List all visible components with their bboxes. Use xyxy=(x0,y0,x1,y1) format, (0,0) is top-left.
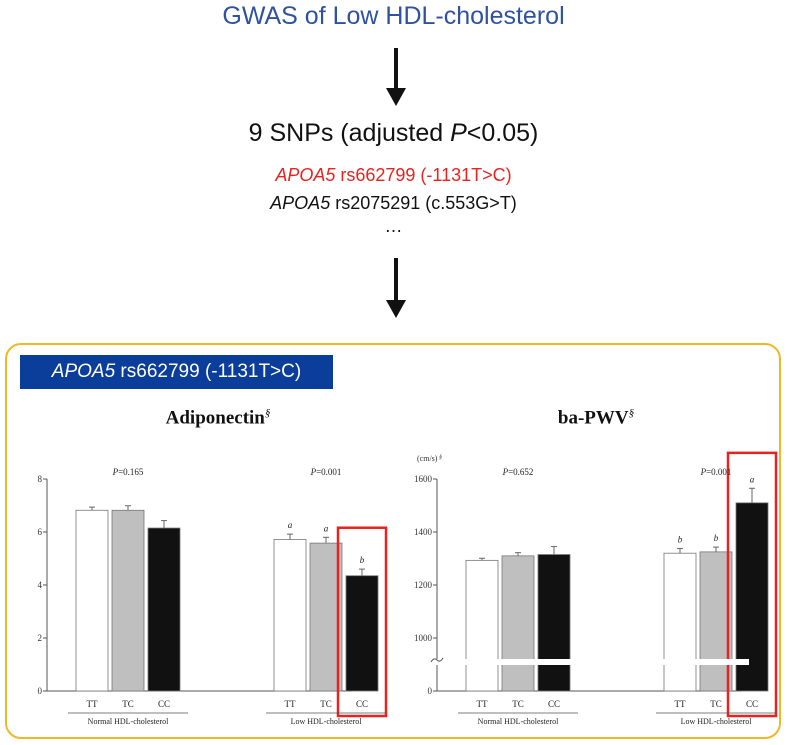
p-value: =0.001 xyxy=(706,467,731,477)
bar xyxy=(309,542,343,692)
significance-letter: a xyxy=(324,523,329,533)
significance-letter: a xyxy=(288,520,293,530)
y-tick-label: 0 xyxy=(38,686,43,696)
group-label: Normal HDL-cholesterol xyxy=(88,717,169,726)
significance-letter: b xyxy=(714,533,719,543)
chart-title-text: ba-PWV xyxy=(557,407,629,429)
gwas-title: GWAS of Low HDL-cholesterol xyxy=(222,2,565,30)
snp-gene: APOA5 xyxy=(270,193,331,213)
y-axis-label-text: (cm/s) xyxy=(417,454,438,463)
p-symbol: P xyxy=(450,119,467,147)
group-label: Low HDL-cholesterol xyxy=(681,717,753,726)
bar xyxy=(501,555,535,692)
bar xyxy=(537,554,571,692)
genotype-label: TT xyxy=(675,699,686,709)
y-tick-label: 1000 xyxy=(414,633,433,643)
snp-secondary: APOA5 rs2075291 (c.553G>T) xyxy=(0,193,787,214)
snps-summary: 9 SNPs (adjusted P<0.05) xyxy=(0,119,787,148)
p-value-label: P=0.001 xyxy=(310,467,342,477)
snps-threshold: <0.05) xyxy=(466,119,539,147)
bar xyxy=(465,559,499,692)
y-tick-label: 1400 xyxy=(414,527,433,537)
highlight-box xyxy=(726,451,778,718)
group-label: Normal HDL-cholesterol xyxy=(478,717,559,726)
bar xyxy=(111,509,145,692)
snp-variant: rs2075291 (c.553G>T) xyxy=(330,193,517,213)
p-value-label: P=0.165 xyxy=(112,467,144,477)
p-symbol: P xyxy=(502,467,509,477)
down-arrow-icon xyxy=(386,48,406,106)
p-value-label: P=0.001 xyxy=(700,467,732,477)
down-arrow-icon xyxy=(386,258,406,318)
bar xyxy=(147,527,181,692)
genotype-label: TT xyxy=(285,699,296,709)
y-tick-label: 4 xyxy=(38,580,43,590)
axis-break-gap xyxy=(429,659,749,665)
significance-letter: a xyxy=(750,474,755,484)
banner-variant: rs662799 (-1131T>C) xyxy=(115,361,302,382)
snps-text: 9 SNPs (adjusted xyxy=(248,119,451,147)
p-value-label: P=0.652 xyxy=(502,467,534,477)
genotype-label: TT xyxy=(87,699,98,709)
y-tick-label: 0 xyxy=(428,686,433,696)
significance-letter: b xyxy=(360,555,365,565)
bapwv-title: ba-PWV§ xyxy=(466,407,726,429)
p-symbol: P xyxy=(112,467,119,477)
y-tick-label: 6 xyxy=(38,527,43,537)
section-mark: § xyxy=(628,407,635,419)
axis-break-mark xyxy=(430,657,444,663)
chart-title-text: Adiponectin xyxy=(165,407,265,429)
snp-gene: APOA5 xyxy=(275,165,336,185)
ellipsis: … xyxy=(384,216,403,236)
genotype-label: TC xyxy=(512,699,524,709)
significance-letter: b xyxy=(678,534,683,544)
p-value: =0.165 xyxy=(118,467,144,477)
genotype-label: TC xyxy=(122,699,134,709)
highlight-box xyxy=(336,526,388,718)
p-value: =0.652 xyxy=(508,467,533,477)
genotype-label: CC xyxy=(158,699,170,709)
section-mark: § xyxy=(437,455,442,461)
genotype-label: CC xyxy=(746,699,758,709)
adiponectin-title: Adiponectin§ xyxy=(88,407,348,429)
genotype-label: TC xyxy=(710,699,722,709)
bar xyxy=(663,552,697,692)
y-tick-label: 1600 xyxy=(414,474,433,484)
p-value: =0.001 xyxy=(316,467,341,477)
snp-variant: rs662799 (-1131T>C) xyxy=(335,165,512,185)
y-tick-label: 2 xyxy=(38,633,43,643)
banner-gene: APOA5 xyxy=(51,361,116,382)
genotype-label: TT xyxy=(477,699,488,709)
p-symbol: P xyxy=(310,467,317,477)
y-axis-label: (cm/s) § xyxy=(417,454,442,463)
bar xyxy=(699,551,733,692)
snp-highlighted: APOA5 rs662799 (-1131T>C) xyxy=(0,165,787,186)
section-mark: § xyxy=(264,407,271,419)
genotype-label: CC xyxy=(356,699,368,709)
bar xyxy=(75,509,109,692)
bar xyxy=(273,539,307,692)
results-panel xyxy=(5,343,781,739)
genotype-label: TC xyxy=(320,699,332,709)
snp-banner: APOA5 rs662799 (-1131T>C) xyxy=(20,355,333,389)
genotype-label: CC xyxy=(548,699,560,709)
p-symbol: P xyxy=(700,467,707,477)
group-label: Low HDL-cholesterol xyxy=(291,717,363,726)
bar xyxy=(345,575,379,692)
y-tick-label: 1200 xyxy=(414,580,433,590)
y-tick-label: 8 xyxy=(38,474,43,484)
